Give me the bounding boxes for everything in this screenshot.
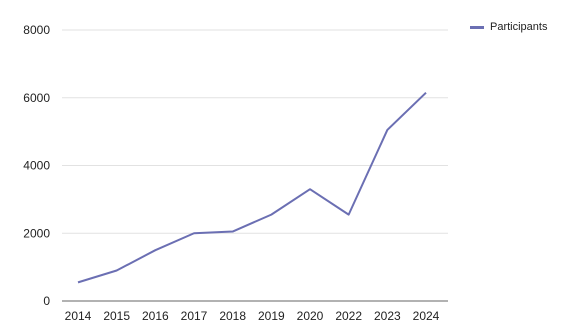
legend: Participants: [470, 21, 547, 33]
y-tick-label: 2000: [23, 226, 50, 240]
legend-label-participants: Participants: [490, 21, 548, 33]
y-tick-label: 6000: [23, 91, 50, 105]
gridlines: [62, 29, 448, 234]
x-tick-label: 2023: [374, 309, 401, 323]
x-tick-label: 2016: [142, 309, 169, 323]
x-tick-label: 2024: [413, 309, 440, 323]
x-tick-label: 2018: [219, 309, 246, 323]
x-tick-label: 2022: [335, 309, 362, 323]
x-tick-label: 2020: [297, 309, 324, 323]
y-tick-label: 4000: [23, 159, 50, 173]
x-tick-label: 2019: [258, 309, 285, 323]
x-tick-label: 2014: [65, 309, 92, 323]
y-axis-ticks: 0 2000 4000 6000 8000: [23, 23, 50, 308]
x-tick-label: 2017: [181, 309, 208, 323]
x-tick-label: 2015: [103, 309, 130, 323]
x-axis-ticks: 2014 2015 2016 2017 2018 2019 2020 2022 2023 2024: [65, 309, 440, 323]
series-line-participants: [77, 91, 427, 284]
y-tick-label: 8000: [23, 23, 50, 37]
legend-swatch: [470, 25, 484, 29]
y-tick-label: 0: [43, 294, 50, 308]
